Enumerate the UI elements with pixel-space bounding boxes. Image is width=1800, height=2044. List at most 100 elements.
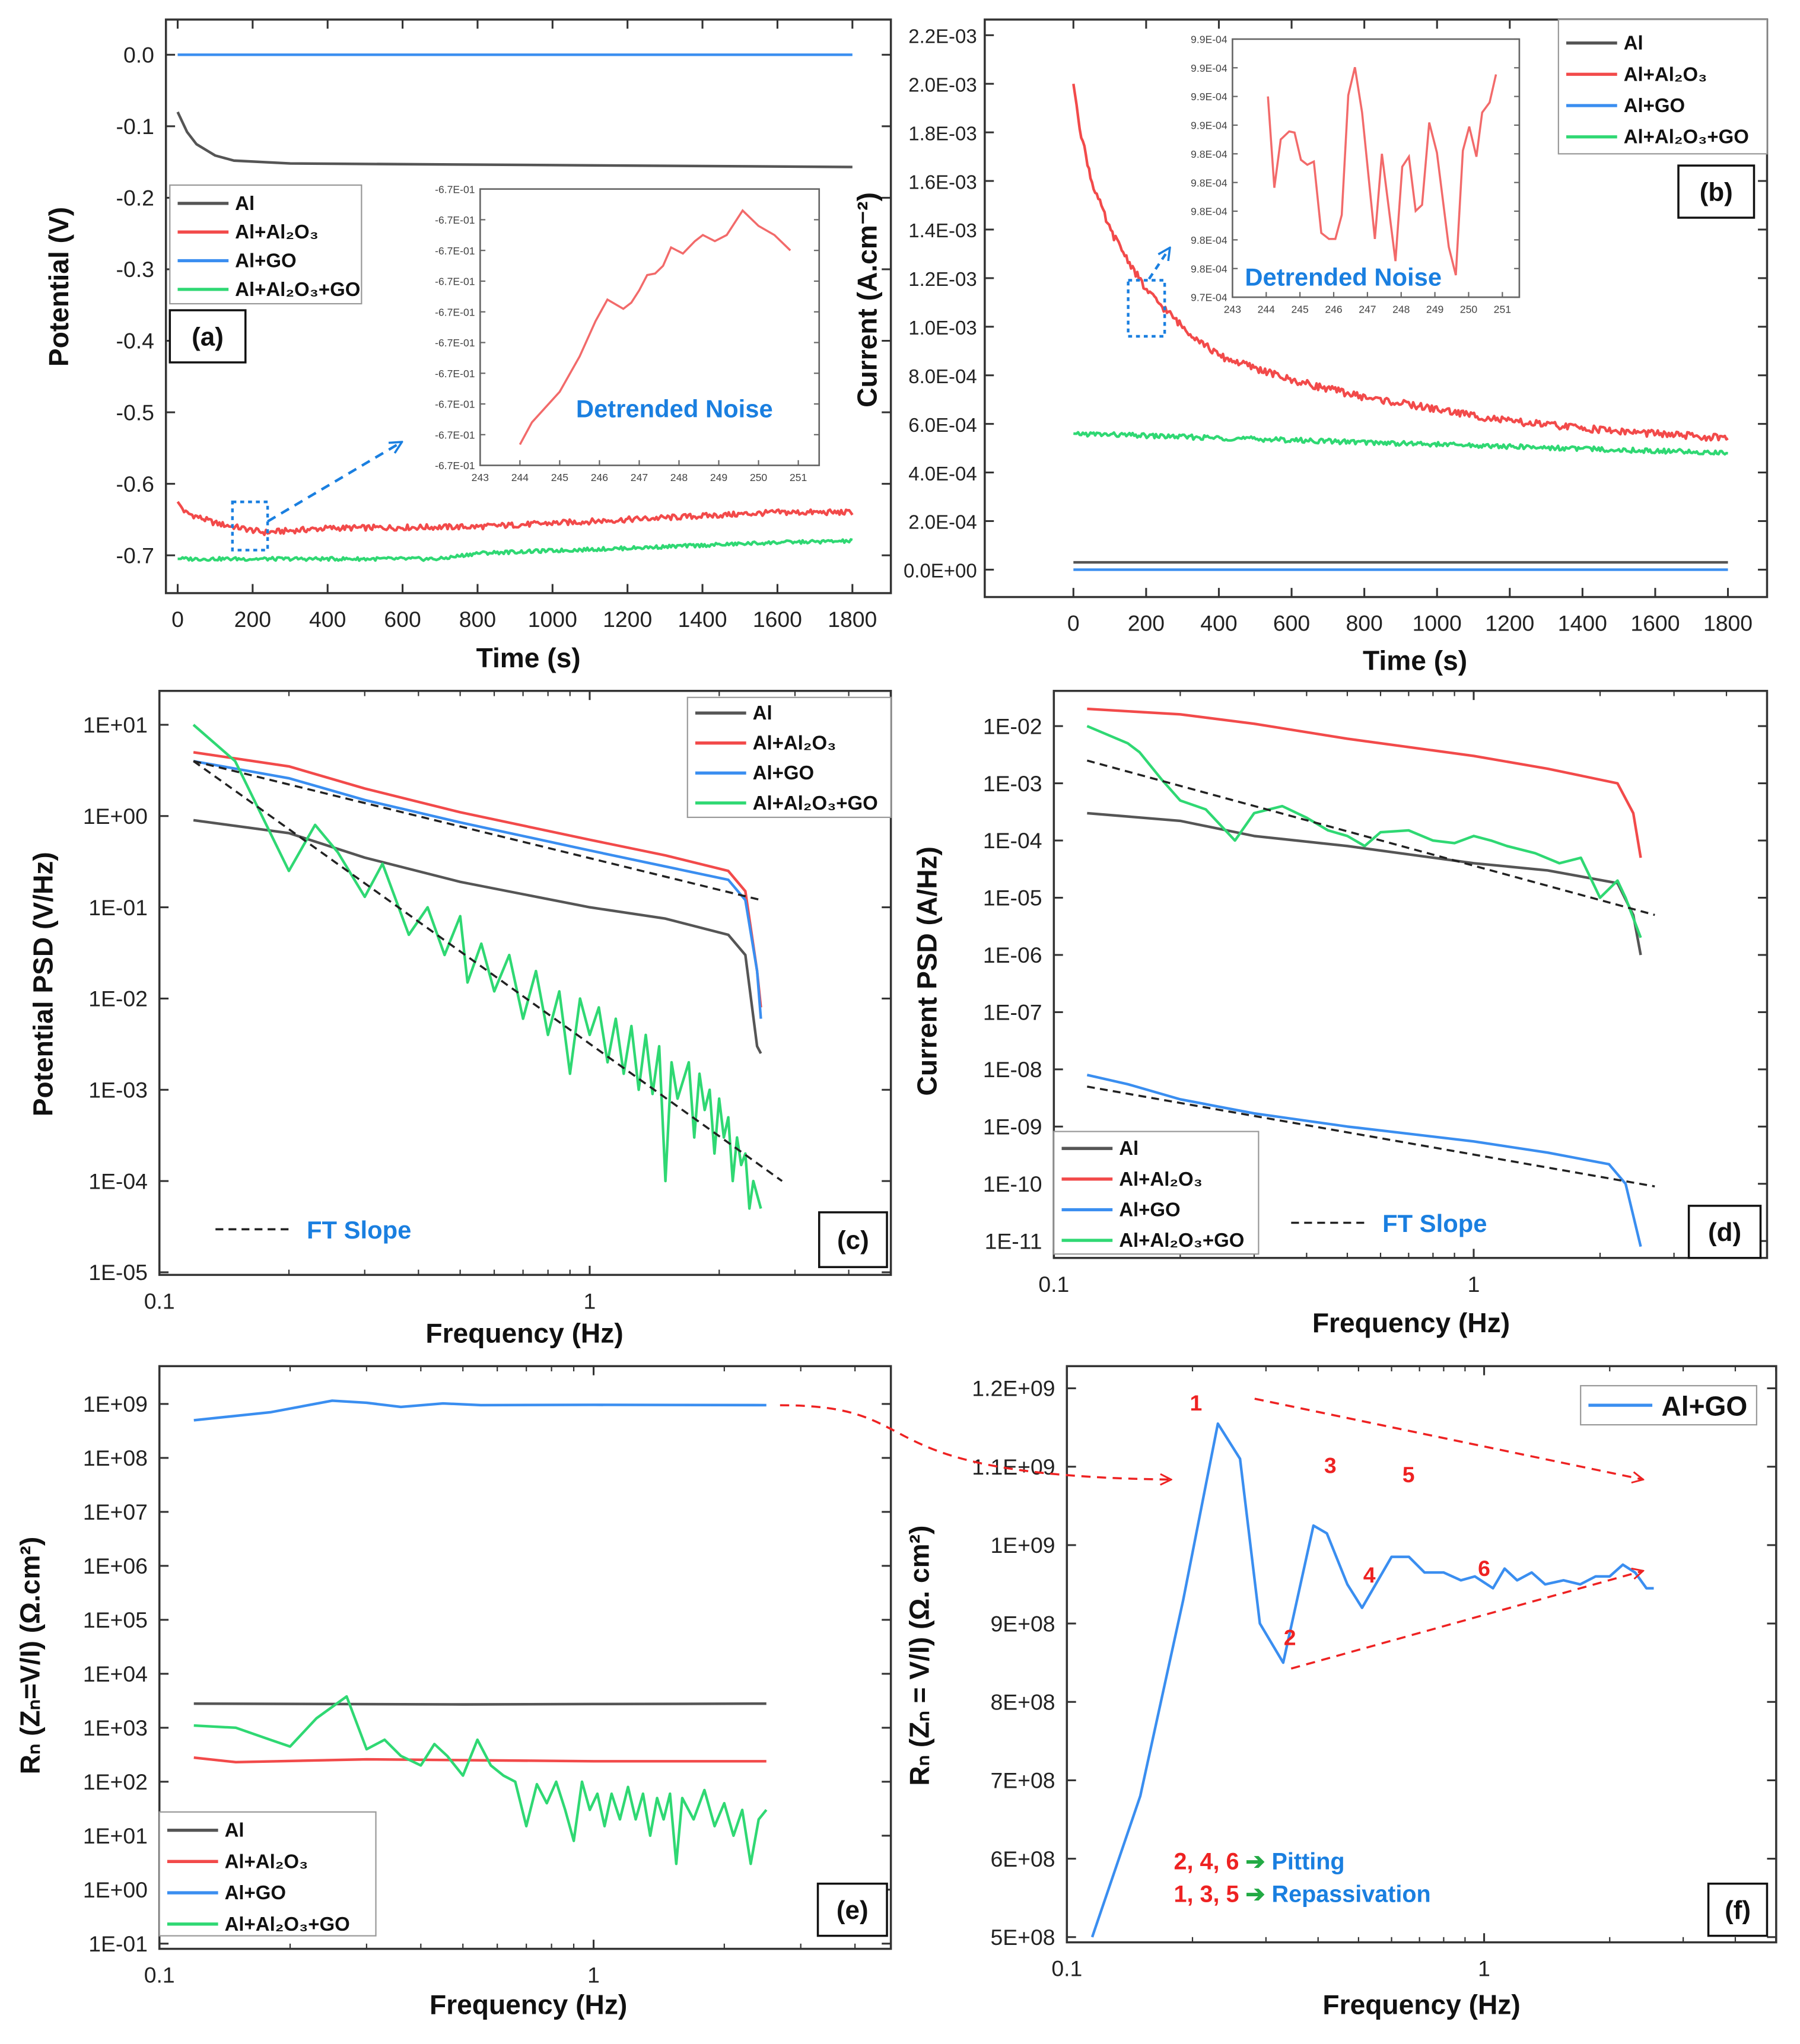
y-tick-label: 1E-11 [985, 1228, 1042, 1253]
y-axis-title: Potential PSD (V/Hz) [27, 852, 58, 1116]
inset-x-tick-label: 250 [1460, 303, 1478, 315]
y-tick-label: 1E+02 [83, 1769, 148, 1794]
panel-label: (c) [837, 1225, 869, 1255]
inset-x-tick-label: 251 [790, 472, 807, 483]
plot-frame [1066, 1365, 1777, 1944]
inset-y-tick-label: -6.7E-01 [435, 214, 475, 226]
series-group [1072, 83, 1729, 571]
y-tick-label: 1E-04 [983, 828, 1042, 853]
y-tick-label: 1.8E-03 [908, 122, 977, 144]
ft-slope-line [193, 760, 783, 1182]
x-tick-label: 400 [1200, 611, 1237, 636]
y-tick-label: 1E-03 [983, 771, 1042, 796]
panel-label: (f) [1725, 1896, 1751, 1925]
detrended-noise-label: Detrended Noise [576, 394, 773, 422]
x-tick-label: 1 [584, 1288, 596, 1313]
x-tick-label: 200 [234, 607, 271, 632]
legend: Al Al+Al₂O₃ Al+GO Al+Al₂O₃+GO [686, 696, 892, 819]
inset-x-tick-label: 243 [1224, 303, 1241, 315]
y-tick-label: 1E+01 [83, 1823, 148, 1848]
inset-y-tick-label: -6.7E-01 [435, 429, 475, 441]
inset-x-tick-label: 243 [472, 472, 489, 483]
inset-plot: 243 244 245 246 247 248 249 250 251 9.7E-04 9.8E-0… [1191, 34, 1521, 315]
series-line-al-go [193, 760, 762, 1019]
x-axis-title: Time (s) [1363, 645, 1467, 676]
panel-label: (e) [837, 1896, 869, 1925]
y-tick-label: 1E+07 [83, 1499, 148, 1524]
legend: Al Al+Al₂O₃ Al+GO Al+Al₂O₃+GO [1053, 1131, 1260, 1255]
legend-label: Al+Al₂O₃ [1624, 63, 1707, 85]
x-tick-label: 0 [171, 607, 184, 632]
panel-label-box [816, 1882, 888, 1937]
ft-slope-line [1086, 759, 1655, 916]
panel-label-box [1687, 1205, 1762, 1259]
y-tick-label: 1E-01 [88, 1931, 148, 1956]
legend-label: Al+Al₂O₃ [753, 732, 837, 754]
zoom-arrow [266, 442, 402, 523]
ft-slope-label: FT Slope [307, 1216, 411, 1244]
legend-label: Al [235, 192, 255, 214]
series-line-al-go [1090, 1422, 1654, 1938]
y-tick-label: 1E+00 [83, 804, 148, 829]
legend-label: Al+GO [1119, 1198, 1180, 1220]
inset-x-tick-label: 249 [1426, 303, 1443, 315]
y-tick-label: 0.0E+00 [904, 560, 977, 582]
y-tick-label: -0.6 [116, 472, 154, 496]
x-tick-label: 0.1 [144, 1288, 175, 1313]
x-tick-label: 400 [309, 607, 346, 632]
legend-label: Al+Al₂O₃+GO [1119, 1229, 1244, 1251]
y-tick-label: 1E+08 [83, 1446, 148, 1470]
y-tick-label: 1E+09 [83, 1392, 148, 1416]
inset-y-tick-label: -6.7E-01 [435, 306, 475, 318]
y-tick-label: 4.0E-04 [908, 463, 977, 485]
x-tick-label: 0.1 [1038, 1272, 1069, 1297]
inset-y-tick-label: 9.7E-04 [1191, 292, 1227, 304]
x-tick-label: 0.1 [1051, 1956, 1082, 1981]
x-tick-label: 600 [1273, 611, 1310, 636]
inset-x-tick-label: 245 [1291, 303, 1309, 315]
y-tick-label: 1E+01 [83, 712, 148, 737]
x-axis-title: Frequency (Hz) [1312, 1307, 1510, 1338]
legend-label: Al+GO [1624, 94, 1685, 116]
y-tick-label: 2.2E-03 [908, 26, 977, 47]
inset-y-tick-label: -6.7E-01 [435, 460, 475, 472]
inset-y-tick-label: -6.7E-01 [435, 276, 475, 288]
inset-y-tick-label: -6.7E-01 [435, 245, 475, 257]
y-tick-label: 8.0E-04 [908, 365, 977, 387]
legend-label: Al+GO [225, 1881, 286, 1903]
series-line-al-al2o3 [1072, 83, 1729, 442]
legend-label: Al+Al₂O₃ [1119, 1168, 1203, 1190]
detrended-noise-label: Detrended Noise [1245, 263, 1442, 291]
series-line-al-al2o3-go [177, 538, 853, 562]
y-tick-label: 1E-06 [983, 943, 1042, 967]
series-line-al-al2o3 [193, 1756, 767, 1764]
x-tick-label: 0 [1067, 611, 1080, 636]
y-tick-label: 8E+08 [990, 1689, 1055, 1714]
x-tick-label: 1200 [603, 607, 652, 632]
inset-x-tick-label: 244 [511, 472, 529, 483]
series-group [1090, 1422, 1654, 1938]
series-line-al [176, 111, 853, 168]
panel-label-box [1677, 164, 1756, 219]
y-axis-title: Rₙ (Zₙ = V/I) (Ω. cm²) [904, 1526, 934, 1786]
y-axis-title: Current (A.cm⁻²) [851, 192, 882, 407]
inset-x-tick-label: 244 [1258, 303, 1276, 315]
panel-label-box [818, 1211, 888, 1268]
x-tick-label: 1800 [1703, 611, 1753, 636]
legend: Al Al+Al₂O₃ Al+GO Al+Al₂O₃+GO [158, 1811, 377, 1937]
y-tick-label: 7E+08 [990, 1768, 1055, 1793]
legend-label: Al [1624, 32, 1643, 54]
series-line-al-al2o3 [176, 501, 854, 536]
x-tick-label: 1 [1478, 1956, 1490, 1981]
y-tick-label: 1E-10 [983, 1171, 1042, 1196]
x-tick-label: 800 [459, 607, 496, 632]
x-axis-title: Frequency (Hz) [1322, 1989, 1520, 2020]
series-line-al-al2o3-go [1073, 431, 1728, 456]
inset-y-tick-label: -6.7E-01 [435, 183, 475, 195]
y-axis-title: Current PSD (A/Hz) [912, 846, 943, 1096]
ft-slope-line [193, 760, 761, 902]
legend-box [169, 184, 362, 305]
panel-label-box [168, 309, 247, 364]
note-text: Repassivation [1272, 1881, 1431, 1907]
y-tick-label: -0.2 [116, 186, 154, 211]
